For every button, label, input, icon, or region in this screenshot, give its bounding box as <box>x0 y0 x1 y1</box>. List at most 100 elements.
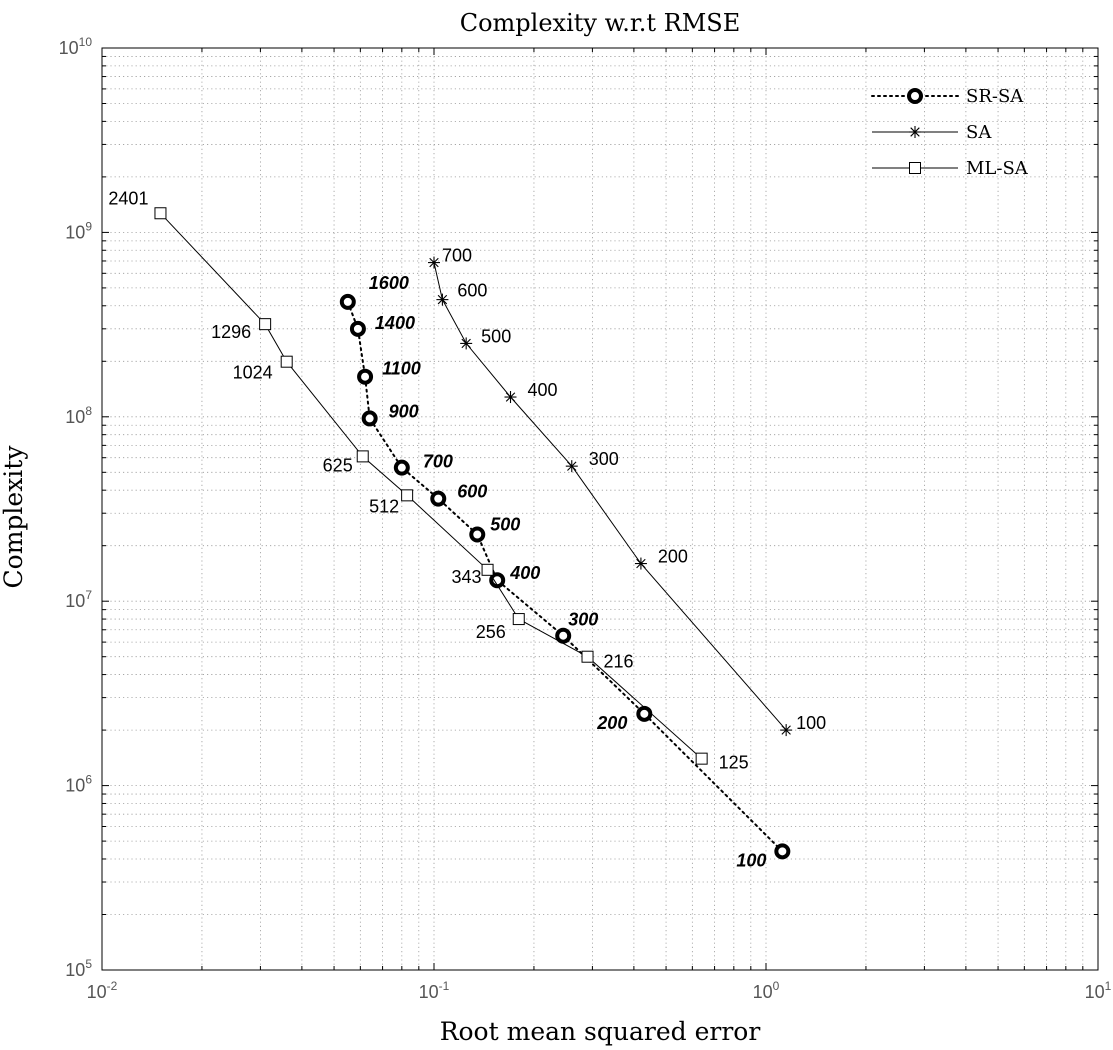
x-tick-label: 101 <box>1085 979 1112 1002</box>
x-axis-label: Root mean squared error <box>440 1017 761 1046</box>
y-tick-label: 105 <box>65 957 92 980</box>
y-tick-label-base: 10 <box>59 38 79 58</box>
legend-item-sa: SA <box>872 122 992 143</box>
y-tick-label: 108 <box>65 404 92 427</box>
data-label: 216 <box>604 652 634 672</box>
legend-label: SA <box>966 122 992 143</box>
data-label: 300 <box>568 610 598 630</box>
legend: SR-SA SA ML-SA <box>871 86 1029 179</box>
data-point <box>393 459 410 476</box>
series-sa <box>428 256 793 737</box>
data-label: 1100 <box>382 359 421 379</box>
x-tick-label: 10-1 <box>419 979 450 1002</box>
data-label: 400 <box>509 563 540 583</box>
data-label: 400 <box>528 380 558 400</box>
data-label: 500 <box>490 514 520 534</box>
data-point <box>504 391 517 404</box>
data-label: 300 <box>589 449 619 469</box>
data-point <box>774 843 791 860</box>
x-tick-label-exponent: -2 <box>107 979 118 993</box>
x-tick-label: 100 <box>753 979 780 1002</box>
data-point <box>489 572 506 589</box>
data-label: 100 <box>736 850 766 870</box>
x-tick-label-exponent: 0 <box>773 979 780 993</box>
data-point <box>460 337 473 350</box>
data-point <box>280 355 293 368</box>
plot-area <box>154 207 793 860</box>
data-label: 125 <box>719 753 749 773</box>
y-tick-label-exponent: 6 <box>85 773 92 787</box>
y-tick-label-base: 10 <box>65 407 85 427</box>
star-stroke <box>429 257 439 268</box>
data-point <box>428 256 440 269</box>
data-point <box>436 293 449 306</box>
x-tick-label-exponent: 1 <box>1105 979 1112 993</box>
data-point <box>357 368 374 385</box>
data-label: 1400 <box>375 313 415 333</box>
star-stroke <box>461 338 471 349</box>
star-stroke <box>567 461 577 471</box>
x-tick-label: 10-2 <box>87 979 118 1002</box>
data-point <box>481 563 494 576</box>
data-point <box>154 207 167 220</box>
y-tick-label-base: 10 <box>65 222 85 242</box>
x-tick-label-base: 10 <box>419 982 439 1002</box>
y-tick-label-exponent: 10 <box>79 35 93 49</box>
y-tick-label-base: 10 <box>65 776 85 796</box>
star-stroke <box>910 127 920 137</box>
data-point <box>512 613 525 626</box>
y-tick-label-exponent: 8 <box>85 404 92 418</box>
legend-marker <box>907 88 923 104</box>
legend-item-sr-sa: SR-SA <box>871 86 1024 107</box>
data-label: 200 <box>596 713 627 733</box>
legend-marker <box>909 162 921 174</box>
x-tick-label-exponent: -1 <box>439 979 450 993</box>
y-axis-label: Complexity <box>0 445 28 589</box>
data-label: 500 <box>481 326 511 346</box>
star-stroke <box>781 725 791 735</box>
data-point <box>469 526 486 543</box>
data-point <box>356 450 369 463</box>
data-point <box>361 410 378 427</box>
star-stroke <box>505 392 516 402</box>
y-tick-label-base: 10 <box>65 960 85 980</box>
y-tick-label-exponent: 5 <box>85 957 92 971</box>
x-tick-label-base: 10 <box>87 982 107 1002</box>
data-point <box>430 490 447 507</box>
data-point <box>780 724 793 737</box>
data-label: 1296 <box>211 322 251 342</box>
y-tick-label: 107 <box>65 588 92 611</box>
star-stroke <box>636 558 646 569</box>
point-labels: 1002003004005006007009001100140016001002… <box>108 188 826 870</box>
data-label: 512 <box>369 496 399 516</box>
data-label: 600 <box>457 281 487 301</box>
data-label: 900 <box>389 401 419 421</box>
y-tick-label-exponent: 9 <box>85 219 92 233</box>
x-tick-label-base: 10 <box>753 982 773 1002</box>
y-tick-label-base: 10 <box>65 591 85 611</box>
data-label: 100 <box>796 713 826 733</box>
data-label: 700 <box>442 246 472 266</box>
data-label: 1600 <box>369 273 409 293</box>
y-tick-label: 109 <box>65 219 92 242</box>
data-label: 625 <box>323 455 353 475</box>
data-point <box>349 320 366 337</box>
data-point <box>636 705 653 722</box>
data-label: 700 <box>423 452 453 472</box>
data-point <box>259 318 272 331</box>
data-label: 343 <box>452 567 482 587</box>
legend-label: ML-SA <box>966 158 1029 179</box>
data-label: 600 <box>457 482 487 502</box>
data-label: 200 <box>658 547 688 567</box>
data-label: 1024 <box>233 363 273 383</box>
data-point <box>695 752 708 765</box>
data-point <box>634 557 647 570</box>
data-label: 256 <box>476 622 506 642</box>
series-ml-sa <box>154 207 708 765</box>
y-tick-label: 106 <box>65 773 92 796</box>
x-tick-label-base: 10 <box>1085 982 1105 1002</box>
chart-title: Complexity w.r.t RMSE <box>460 9 741 37</box>
